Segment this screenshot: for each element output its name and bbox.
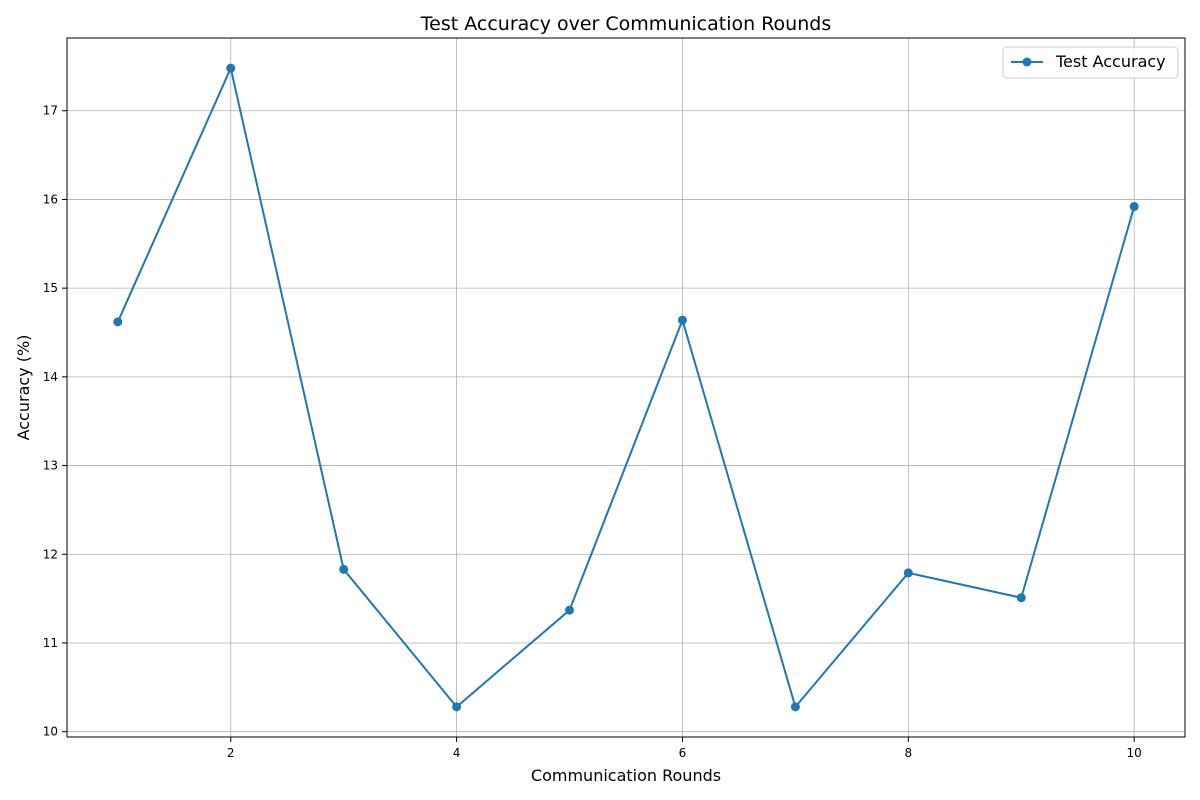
x-tick-label: 6	[679, 746, 687, 760]
grid-lines	[67, 38, 1185, 737]
legend: Test Accuracy	[1002, 46, 1179, 79]
data-point	[903, 568, 913, 578]
data-point	[1016, 593, 1026, 603]
data-point	[1129, 202, 1139, 212]
y-tick-label: 11	[43, 636, 58, 650]
legend-label: Test Accuracy	[1055, 52, 1166, 71]
plot-frame	[66, 37, 1186, 738]
y-tick-label: 14	[43, 370, 58, 384]
data-point	[790, 702, 800, 712]
y-axis-title: Accuracy (%)	[14, 335, 33, 441]
x-tick-label: 10	[1127, 746, 1142, 760]
y-tick-label: 12	[43, 547, 58, 561]
x-tick-label: 4	[453, 746, 461, 760]
x-axis-title: Communication Rounds	[531, 766, 721, 785]
data-point	[339, 564, 349, 574]
y-tick-label: 10	[43, 725, 58, 739]
legend-box	[1002, 46, 1179, 79]
x-tick-label: 8	[905, 746, 913, 760]
chart-title: Test Accuracy over Communication Rounds	[420, 13, 831, 35]
y-tick-label: 16	[43, 192, 58, 206]
y-tick-label: 17	[43, 104, 58, 118]
data-point	[452, 702, 462, 712]
series-layer	[113, 63, 1139, 712]
data-point	[226, 63, 236, 73]
data-point	[565, 605, 575, 615]
series-line	[116, 67, 1136, 708]
data-point	[677, 315, 687, 325]
y-tick-label: 15	[43, 281, 58, 295]
x-tick-label: 2	[227, 746, 235, 760]
legend-point-marker	[1022, 57, 1032, 67]
y-tick-label: 13	[43, 459, 58, 473]
data-point	[113, 317, 123, 327]
axis-ticks: 2 4 6 8 10 10 11 12 13 14 15 16 17	[43, 104, 1142, 760]
